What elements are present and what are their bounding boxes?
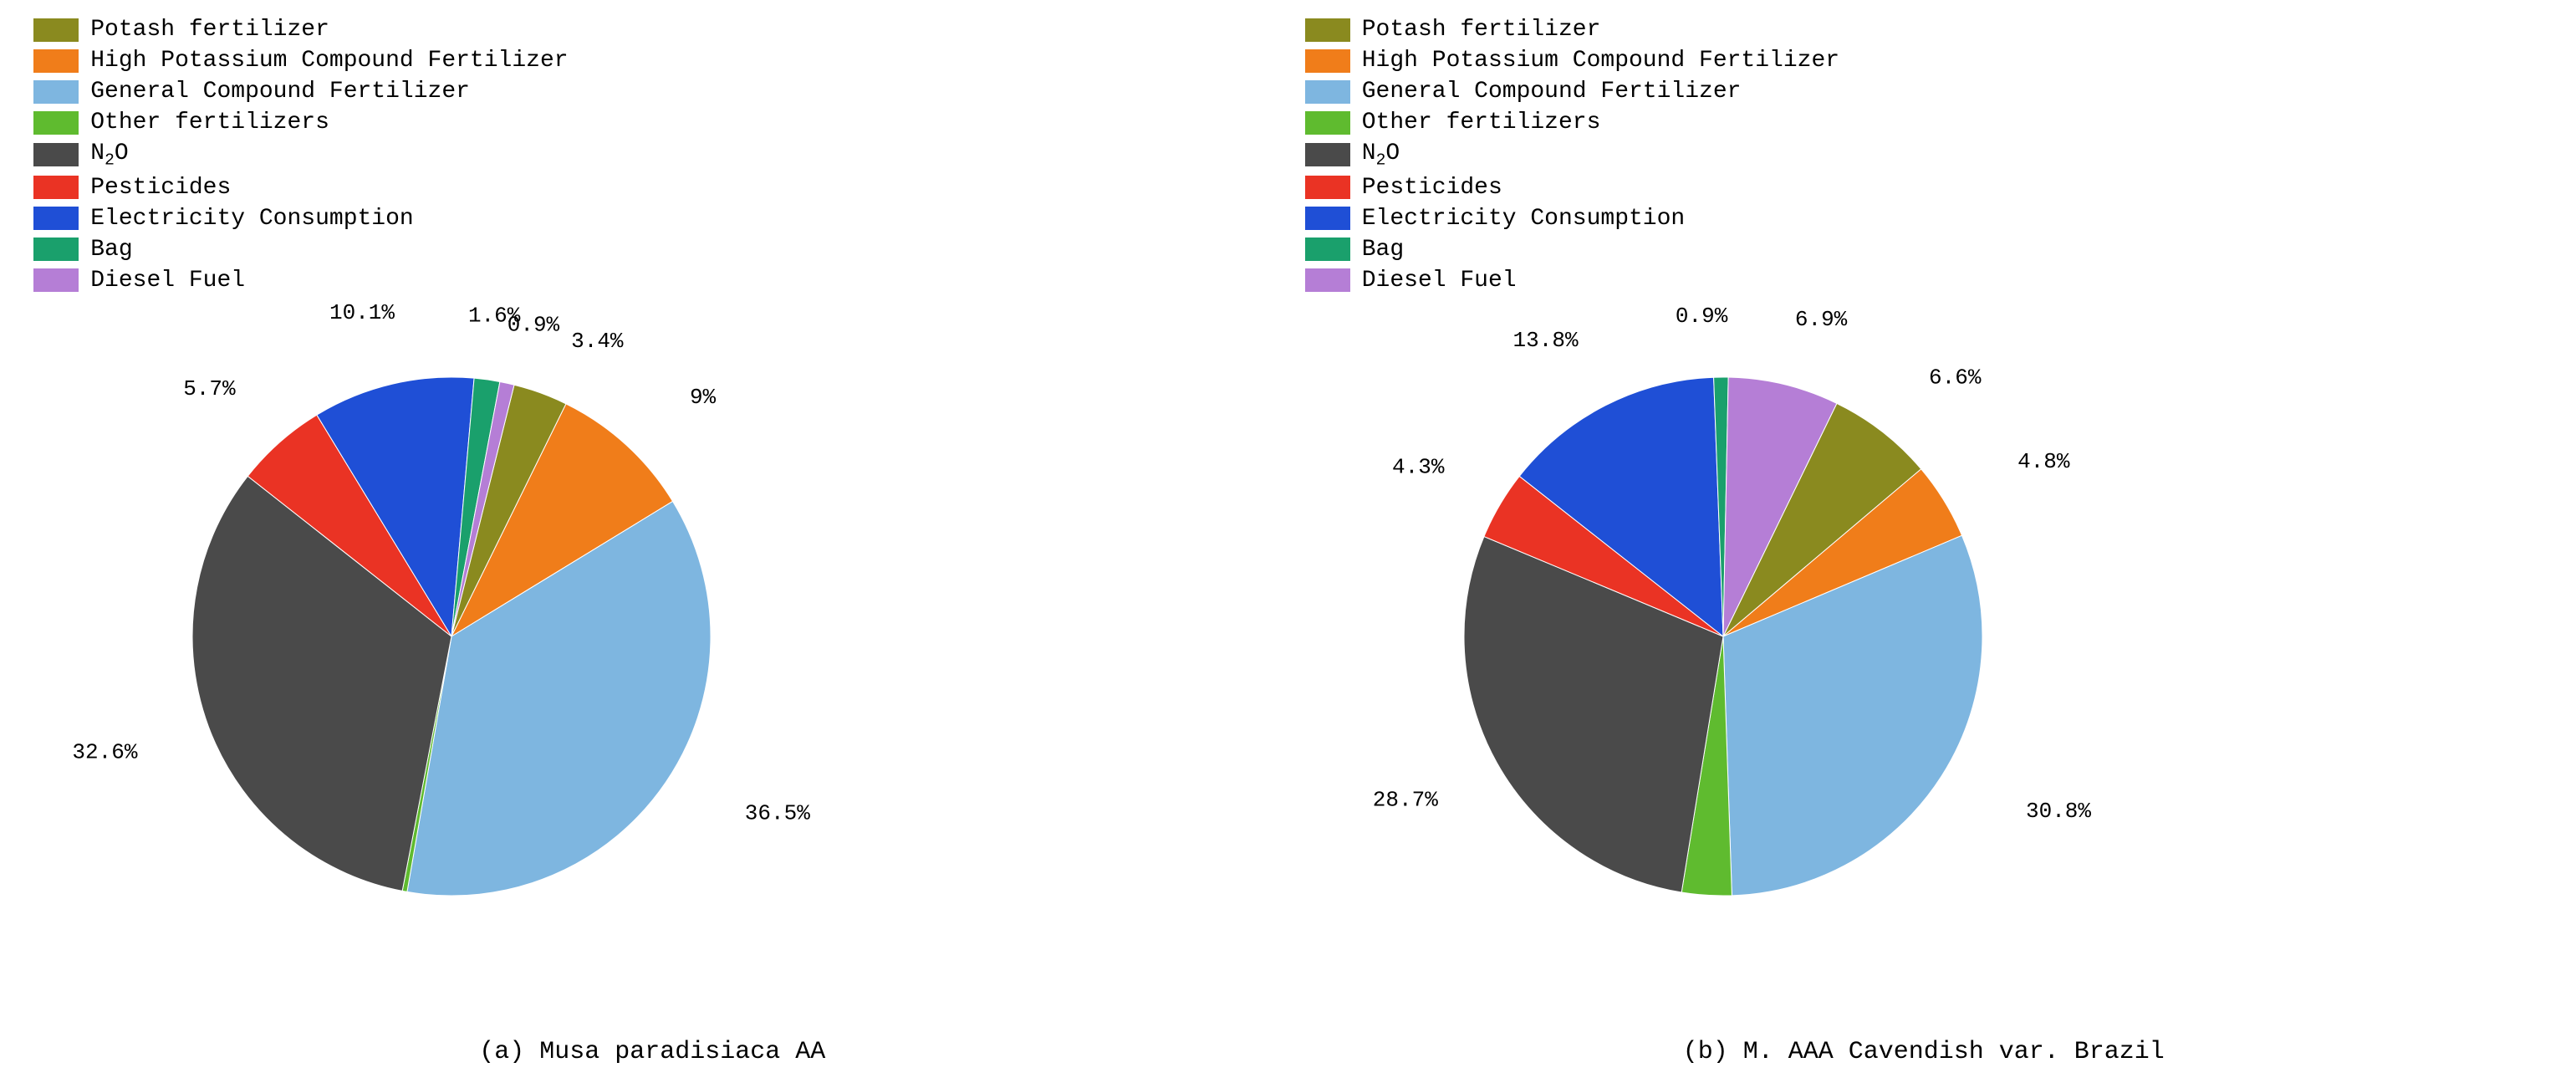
legend-label-potash: Potash fertilizer	[90, 17, 329, 43]
legend-swatch-electricity	[33, 207, 79, 230]
legend-label-diesel: Diesel Fuel	[90, 268, 245, 294]
legend-item-highK: High Potassium Compound Fertilizer	[33, 48, 1271, 74]
legend-swatch-general	[1305, 80, 1350, 104]
legend-a: Potash fertilizer High Potassium Compound…	[33, 17, 1271, 294]
legend-item-diesel: Diesel Fuel	[1305, 268, 2543, 294]
legend-item-bag: Bag	[1305, 237, 2543, 263]
pie-label-highK: 4.8%	[2017, 449, 2070, 474]
legend-swatch-highK	[33, 49, 79, 73]
pie-label-pesticides: 5.7%	[183, 376, 236, 401]
legend-label-electricity: Electricity Consumption	[1362, 206, 1685, 232]
legend-item-n2o: N2O	[33, 140, 1271, 170]
legend-swatch-highK	[1305, 49, 1350, 73]
legend-label-highK: High Potassium Compound Fertilizer	[1362, 48, 1839, 74]
pie-label-pesticides: 4.3%	[1392, 454, 1445, 479]
caption-b: (b) M. AAA Cavendish var. Brazil	[1305, 1038, 2543, 1066]
legend-label-n2o: N2O	[1362, 140, 1400, 170]
pie-label-electricity: 10.1%	[329, 302, 395, 325]
legend-swatch-pesticides	[1305, 176, 1350, 199]
legend-item-electricity: Electricity Consumption	[1305, 206, 2543, 232]
pie-label-potash: 3.4%	[571, 328, 624, 353]
legend-swatch-diesel	[1305, 268, 1350, 292]
legend-swatch-bag	[1305, 238, 1350, 261]
pie-label-diesel: 6.9%	[1795, 307, 1848, 332]
legend-item-bag: Bag	[33, 237, 1271, 263]
legend-swatch-general	[33, 80, 79, 104]
legend-swatch-n2o	[1305, 143, 1350, 166]
legend-b: Potash fertilizer High Potassium Compound…	[1305, 17, 2543, 294]
legend-label-potash: Potash fertilizer	[1362, 17, 1601, 43]
pie-label-general: 36.5%	[745, 800, 810, 825]
panel-a: Potash fertilizer High Potassium Compound…	[33, 17, 1271, 1066]
legend-label-pesticides: Pesticides	[1362, 175, 1502, 201]
legend-swatch-potash	[33, 18, 79, 42]
pie-label-general: 30.8%	[2026, 799, 2091, 824]
legend-item-pesticides: Pesticides	[1305, 175, 2543, 201]
panel-b: Potash fertilizer High Potassium Compound…	[1305, 17, 2543, 1066]
pie-chart-b: 6.6%4.8%30.8%3.1%28.7%4.3%13.8%0.9%6.9%	[1305, 302, 2141, 937]
pie-label-diesel: 0.9%	[508, 312, 560, 337]
pie-label-electricity: 13.8%	[1512, 328, 1578, 353]
chart-area-a: 3.4%9%36.5%0.3%32.6%5.7%10.1%1.6%0.9%	[33, 302, 1271, 1029]
legend-item-diesel: Diesel Fuel	[33, 268, 1271, 294]
pie-label-highK: 9%	[690, 385, 717, 410]
legend-swatch-n2o	[33, 143, 79, 166]
pie-label-n2o: 28.7%	[1373, 787, 1438, 812]
legend-label-diesel: Diesel Fuel	[1362, 268, 1517, 294]
legend-item-n2o: N2O	[1305, 140, 2543, 170]
legend-label-n2o: N2O	[90, 140, 128, 170]
figure-container: Potash fertilizer High Potassium Compound…	[17, 17, 2559, 1066]
legend-item-general: General Compound Fertilizer	[1305, 79, 2543, 105]
legend-item-other: Other fertilizers	[33, 110, 1271, 135]
legend-item-highK: High Potassium Compound Fertilizer	[1305, 48, 2543, 74]
legend-label-other: Other fertilizers	[1362, 110, 1601, 135]
legend-swatch-potash	[1305, 18, 1350, 42]
legend-item-electricity: Electricity Consumption	[33, 206, 1271, 232]
legend-label-bag: Bag	[90, 237, 132, 263]
legend-label-electricity: Electricity Consumption	[90, 206, 413, 232]
legend-item-potash: Potash fertilizer	[1305, 17, 2543, 43]
legend-label-pesticides: Pesticides	[90, 175, 231, 201]
legend-swatch-bag	[33, 238, 79, 261]
pie-label-bag: 0.9%	[1676, 304, 1728, 329]
legend-label-general: General Compound Fertilizer	[90, 79, 470, 105]
pie-label-potash: 6.6%	[1929, 365, 1982, 390]
pie-chart-a: 3.4%9%36.5%0.3%32.6%5.7%10.1%1.6%0.9%	[33, 302, 870, 937]
legend-label-general: General Compound Fertilizer	[1362, 79, 1742, 105]
legend-label-bag: Bag	[1362, 237, 1404, 263]
legend-swatch-other	[1305, 111, 1350, 135]
legend-label-other: Other fertilizers	[90, 110, 329, 135]
legend-item-pesticides: Pesticides	[33, 175, 1271, 201]
legend-item-other: Other fertilizers	[1305, 110, 2543, 135]
legend-item-general: General Compound Fertilizer	[33, 79, 1271, 105]
pie-label-n2o: 32.6%	[73, 739, 138, 764]
legend-swatch-other	[33, 111, 79, 135]
chart-area-b: 6.6%4.8%30.8%3.1%28.7%4.3%13.8%0.9%6.9%	[1305, 302, 2543, 1029]
legend-swatch-diesel	[33, 268, 79, 292]
legend-item-potash: Potash fertilizer	[33, 17, 1271, 43]
legend-label-highK: High Potassium Compound Fertilizer	[90, 48, 568, 74]
legend-swatch-electricity	[1305, 207, 1350, 230]
caption-a: (a) Musa paradisiaca AA	[33, 1038, 1271, 1066]
legend-swatch-pesticides	[33, 176, 79, 199]
